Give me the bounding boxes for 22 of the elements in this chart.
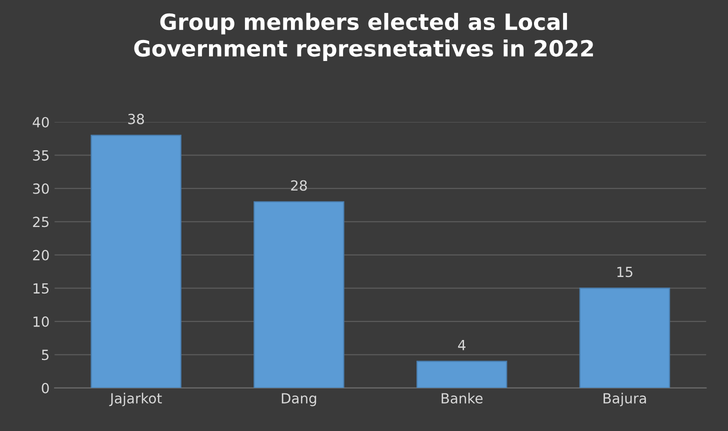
y-tick-label: 5: [42, 350, 49, 360]
data-label: 38: [128, 114, 144, 124]
y-tick-label: 40: [32, 116, 49, 128]
data-label: 28: [291, 180, 307, 191]
y-tick-label: 20: [33, 250, 49, 260]
y-tick-label: 35: [33, 150, 49, 161]
x-tick-label: Banke: [442, 392, 483, 404]
bar: [254, 201, 344, 388]
y-tick-label: 30: [33, 183, 49, 194]
x-tick-label: Jajarkot: [109, 392, 162, 406]
x-tick-label: Dang: [282, 393, 316, 406]
bar: [90, 134, 182, 388]
data-label: 4: [458, 340, 466, 350]
data-label: 15: [617, 266, 632, 278]
y-tick-label: 10: [34, 316, 49, 327]
x-tick-label: Bajura: [604, 392, 646, 406]
chart-title: Group members elected as Local Government represnetatives in 2022: [134, 12, 593, 62]
y-tick-label: 25: [33, 216, 49, 228]
bar: [579, 288, 670, 388]
bar: [416, 360, 508, 388]
y-tick-label: 15: [34, 283, 49, 294]
y-tick-label: 0: [42, 382, 49, 394]
